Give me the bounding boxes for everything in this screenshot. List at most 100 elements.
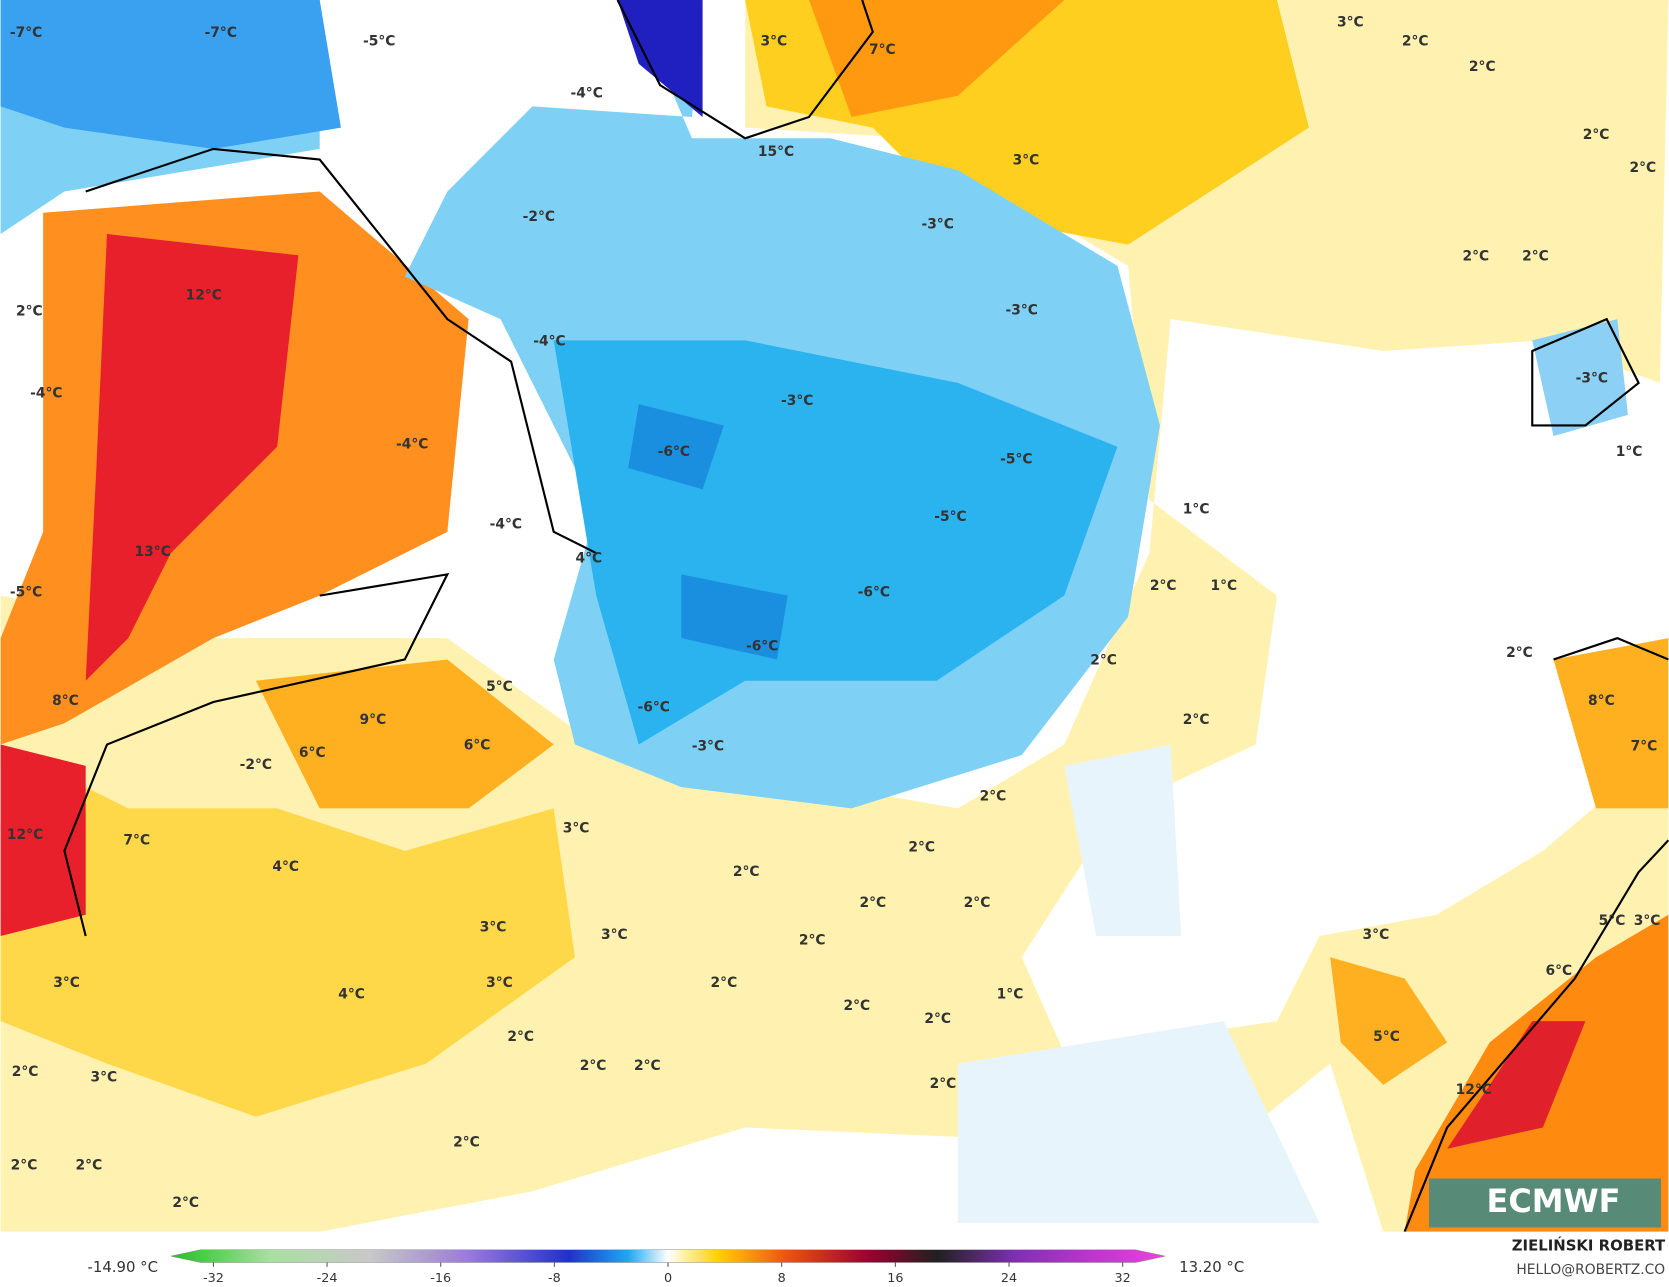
temperature-label: 7°C: [1631, 739, 1658, 755]
temperature-label: 2°C: [1469, 59, 1496, 75]
temperature-label: -2°C: [240, 757, 272, 773]
temperature-label: 9°C: [360, 712, 387, 728]
temperature-label: -6°C: [637, 699, 669, 715]
temperature-label: 3°C: [90, 1069, 117, 1085]
temperature-label: -4°C: [30, 386, 62, 402]
temperature-label: 4°C: [338, 987, 365, 1003]
temperature-label: 3°C: [601, 927, 628, 943]
temperature-label: 13°C: [135, 544, 171, 560]
temperature-label: 2°C: [908, 840, 935, 856]
temperature-label: -7°C: [205, 25, 237, 41]
temperature-label: 7°C: [123, 832, 150, 848]
contact: HELLO@ROBERTZ.CO: [1516, 1262, 1665, 1278]
temperature-label: 3°C: [1363, 927, 1390, 943]
temperature-label: 7°C: [869, 42, 896, 58]
temperature-label: -6°C: [858, 584, 890, 600]
temperature-label: 2°C: [1183, 712, 1210, 728]
temperature-label: 1°C: [1616, 444, 1643, 460]
temperature-label: -3°C: [921, 216, 953, 232]
temperature-label: 2°C: [859, 895, 886, 911]
temperature-label: 12°C: [7, 827, 43, 843]
temperature-label: 2°C: [924, 1011, 951, 1027]
temperature-label: 2°C: [172, 1195, 199, 1211]
temperature-label: -3°C: [781, 393, 813, 409]
colorbar-tick-label: -24: [317, 1271, 338, 1286]
temperature-label: -7°C: [10, 25, 42, 41]
colorbar-tick-label: 0: [664, 1271, 672, 1286]
temperature-label: -3°C: [1576, 371, 1608, 387]
temperature-label: 2°C: [16, 304, 43, 320]
temperature-label: 2°C: [1402, 33, 1429, 49]
temperature-label: -5°C: [934, 509, 966, 525]
temperature-label: 12°C: [1456, 1082, 1492, 1098]
temperature-label: 3°C: [761, 33, 788, 49]
temperature-label: 3°C: [1634, 913, 1661, 929]
temperature-label: 2°C: [1583, 127, 1610, 143]
logo: ECMWF: [1487, 1182, 1621, 1220]
temperature-label: 8°C: [52, 693, 79, 709]
temperature-label: 1°C: [997, 987, 1024, 1003]
temperature-label: 2°C: [580, 1058, 607, 1074]
temperature-label: 5°C: [1373, 1029, 1400, 1045]
temperature-label: 2°C: [1522, 248, 1549, 264]
temperature-label: -4°C: [490, 516, 522, 532]
temperature-label: 1°C: [1210, 578, 1237, 594]
temperature-label: -4°C: [570, 86, 602, 102]
temperature-label: 2°C: [1150, 578, 1177, 594]
temperature-label: 4°C: [272, 859, 299, 875]
temperature-label: 2°C: [711, 975, 738, 991]
temperature-label: 1°C: [1183, 501, 1210, 517]
temperature-label: 2°C: [733, 864, 760, 880]
temperature-label: 2°C: [964, 895, 991, 911]
colorbar-tick-label: -32: [203, 1271, 224, 1286]
temperature-label: -6°C: [658, 444, 690, 460]
temperature-label: -3°C: [692, 739, 724, 755]
temperature-label: -4°C: [533, 333, 565, 349]
temperature-label: 12°C: [186, 288, 222, 304]
temperature-label: 2°C: [634, 1058, 661, 1074]
temperature-label: -3°C: [1006, 303, 1038, 319]
temperature-label: 2°C: [1463, 248, 1490, 264]
colorbar-min: -14.90 °C: [88, 1258, 159, 1276]
temperature-label: 2°C: [930, 1076, 957, 1092]
temperature-label: 2°C: [12, 1064, 39, 1080]
temperature-label: -5°C: [1000, 451, 1032, 467]
colorbar-tick-label: 24: [1001, 1271, 1017, 1286]
temperature-label: -5°C: [10, 584, 42, 600]
temperature-label: 3°C: [53, 975, 80, 991]
temperature-label: 2°C: [980, 789, 1007, 805]
colorbar-max: 13.20 °C: [1179, 1258, 1244, 1276]
colorbar-scale: [170, 1249, 1166, 1263]
temperature-label: 2°C: [11, 1158, 38, 1174]
colorbar-tick-label: 32: [1115, 1271, 1131, 1286]
temperature-label: 5°C: [1599, 913, 1626, 929]
colorbar: -32 -24 -16 -8 0 8 16 24 32: [170, 1249, 1166, 1286]
temperature-label: 3°C: [486, 975, 513, 991]
temperature-label: 3°C: [480, 919, 507, 935]
temperature-label: 15°C: [758, 144, 794, 160]
colorbar-tick-label: -8: [548, 1271, 561, 1286]
temperature-label: 2°C: [1090, 653, 1117, 669]
logo-box: [1429, 1178, 1661, 1228]
temperature-label: 3°C: [1337, 14, 1364, 30]
temperature-label: 2°C: [453, 1134, 480, 1150]
temperature-label: -6°C: [746, 639, 778, 655]
temperature-label: 6°C: [1546, 963, 1573, 979]
temperature-label: -2°C: [523, 209, 555, 225]
temperature-label: 6°C: [299, 745, 326, 761]
map-background: [0, 0, 1669, 1233]
temperature-label: 3°C: [563, 821, 590, 837]
temperature-label: 8°C: [1588, 693, 1615, 709]
temperature-label: 2°C: [1506, 645, 1533, 661]
temperature-label: 2°C: [799, 932, 826, 948]
colorbar-tick-label: 8: [778, 1271, 786, 1286]
author: ZIELIŃSKI ROBERT: [1512, 1237, 1666, 1255]
colorbar-tick-label: -16: [430, 1271, 451, 1286]
temperature-label: -4°C: [396, 437, 428, 453]
temperature-label: 2°C: [507, 1029, 534, 1045]
temperature-label: -5°C: [363, 33, 395, 49]
temperature-label: 4°C: [575, 550, 602, 566]
colorbar-tick-label: 16: [887, 1271, 903, 1286]
temperature-label: 2°C: [76, 1158, 103, 1174]
